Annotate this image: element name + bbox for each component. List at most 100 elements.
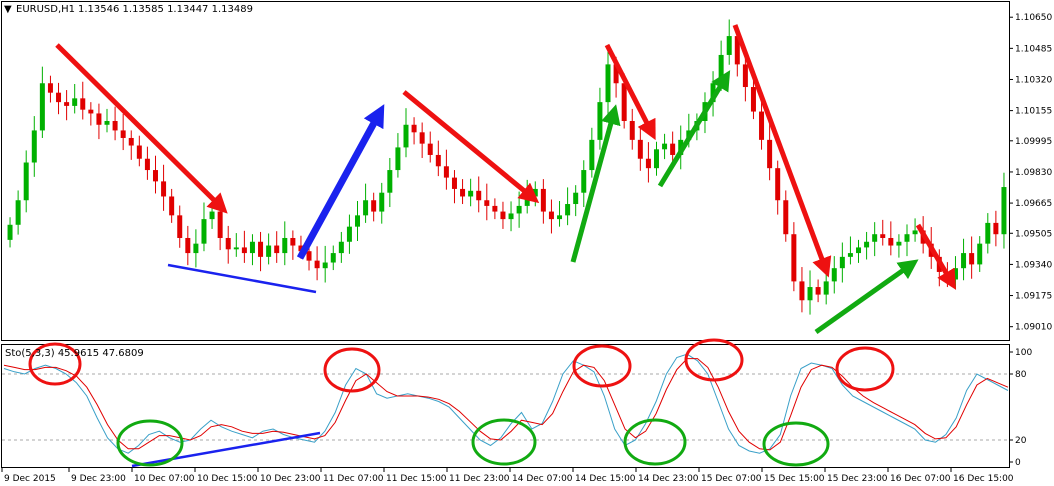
candle-body — [565, 204, 571, 216]
candle-body — [241, 247, 247, 254]
candle-body — [120, 130, 126, 138]
stoch-tick-label: 80 — [1015, 370, 1027, 380]
candle — [492, 198, 498, 220]
candle-body — [128, 137, 134, 146]
candle-body — [88, 109, 94, 114]
red-circle-3 — [572, 344, 632, 388]
candle-body — [969, 253, 975, 265]
candle — [565, 187, 571, 226]
candle-body — [64, 102, 70, 106]
candle-body — [411, 124, 417, 133]
price-tick-label: 1.09010 — [1015, 323, 1052, 333]
candle-body — [177, 215, 183, 238]
candle — [435, 140, 441, 177]
candle — [872, 222, 878, 257]
candle — [589, 127, 595, 178]
candle — [742, 54, 748, 102]
candle — [629, 108, 635, 150]
candle — [104, 108, 110, 133]
candle — [969, 236, 975, 279]
candle — [476, 176, 482, 213]
time-tick-label: 10 Dec 23:00 — [260, 474, 321, 484]
time-tick-label: 14 Dec 15:00 — [575, 474, 636, 484]
candle-body — [662, 143, 668, 150]
candle-body — [31, 130, 37, 163]
candle — [395, 133, 401, 178]
candle-body — [104, 120, 110, 125]
candle — [653, 141, 659, 176]
candle-body — [645, 158, 651, 169]
candle — [112, 106, 118, 141]
candle-body — [1001, 187, 1007, 235]
candle — [233, 233, 239, 257]
time-tick-label: 10 Dec 15:00 — [197, 474, 258, 484]
candle — [581, 160, 587, 208]
candle-body — [516, 205, 522, 214]
stoch-tick-label: 20 — [1015, 436, 1027, 446]
candle — [605, 47, 611, 115]
candle-body — [888, 237, 894, 246]
candle — [775, 160, 781, 215]
candle-body — [96, 113, 102, 125]
candle-body — [266, 245, 272, 257]
candle — [662, 133, 668, 160]
candle — [241, 230, 247, 263]
price-tick-label: 1.09830 — [1015, 168, 1052, 178]
candle — [7, 217, 13, 248]
candle-body — [742, 64, 748, 88]
price-tick-label: 1.09175 — [1015, 292, 1052, 302]
candle-body — [387, 170, 393, 193]
candle-body — [880, 234, 886, 238]
candle — [468, 178, 474, 207]
candle — [411, 117, 417, 145]
candle-body — [72, 98, 78, 106]
candle-body — [403, 124, 409, 148]
candle-body — [161, 181, 167, 197]
candle — [896, 234, 902, 258]
candle-body — [144, 158, 150, 171]
chart-menu-icon[interactable]: ▼ — [4, 4, 12, 15]
symbol-header: EURUSD,H1 — [16, 4, 75, 15]
price-tick-label: 1.10485 — [1015, 44, 1052, 54]
candle-body — [56, 92, 62, 103]
candle — [355, 201, 361, 242]
candle — [96, 103, 102, 140]
candle-body — [548, 211, 554, 220]
blue-arrow-up — [296, 104, 385, 260]
candle-body — [476, 190, 482, 201]
time-tick-label: 11 Dec 23:00 — [449, 474, 510, 484]
time-tick-label: 11 Dec 15:00 — [386, 474, 447, 484]
candle — [201, 202, 207, 252]
price-tick-label: 1.09340 — [1015, 260, 1052, 270]
candle — [136, 135, 142, 167]
candle — [31, 116, 37, 177]
candle — [169, 188, 175, 223]
candle — [88, 102, 94, 126]
time-tick-label: 11 Dec 07:00 — [323, 474, 384, 484]
candle-body — [500, 211, 506, 220]
candle-body — [847, 253, 853, 257]
candle — [791, 222, 797, 292]
candle-body — [823, 281, 829, 295]
candle — [387, 157, 393, 208]
red-circle-4 — [684, 338, 744, 382]
candle — [548, 199, 554, 234]
price-panel-frame — [1, 1, 1010, 341]
candle-body — [605, 64, 611, 103]
time-tick-label: 16 Dec 07:00 — [890, 474, 951, 484]
candle-body — [759, 111, 765, 140]
candle — [379, 182, 385, 224]
green-circle-3 — [623, 418, 687, 466]
candle — [64, 90, 70, 121]
candle — [904, 224, 910, 257]
candle — [185, 225, 191, 266]
candle — [557, 201, 563, 227]
candle — [282, 221, 288, 266]
candle-body — [492, 205, 498, 212]
candle-body — [314, 260, 320, 269]
stochastic-axis: 100 80 20 0 — [1009, 348, 1032, 468]
candle-body — [217, 211, 223, 238]
price-tick-label: 1.10155 — [1015, 107, 1052, 117]
price-axis: 1.10650 1.10485 1.10320 1.10155 1.09995 1.098… — [1009, 13, 1052, 333]
candle-body — [7, 224, 13, 240]
